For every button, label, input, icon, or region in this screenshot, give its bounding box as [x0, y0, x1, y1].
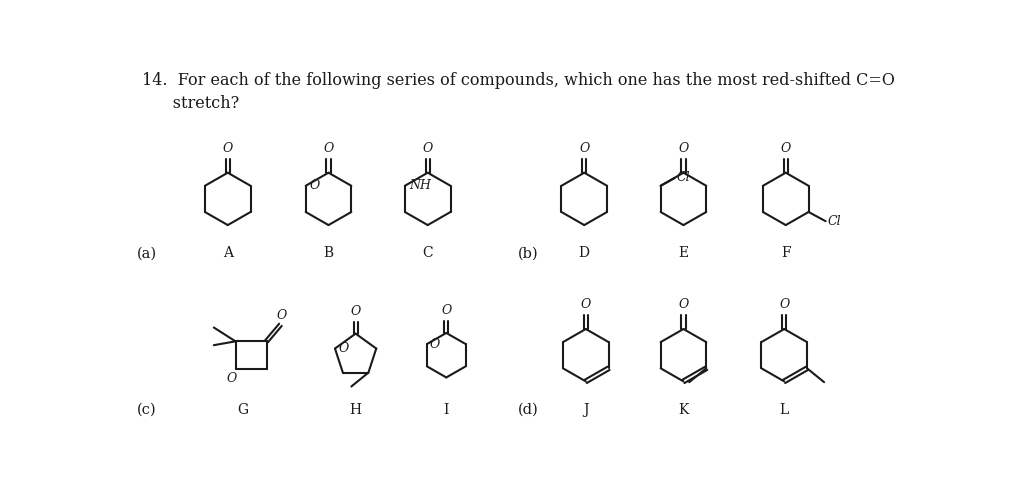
Text: B: B: [323, 247, 333, 260]
Text: O: O: [579, 142, 589, 155]
Text: 14.  For each of the following series of compounds, which one has the most red-s: 14. For each of the following series of …: [142, 72, 895, 89]
Text: O: O: [323, 142, 333, 155]
Text: O: O: [780, 142, 790, 155]
Text: J: J: [583, 403, 588, 417]
Text: (d): (d): [518, 403, 539, 417]
Text: O: O: [276, 309, 287, 322]
Text: O: O: [223, 142, 233, 155]
Text: (b): (b): [518, 247, 539, 260]
Text: O: O: [441, 304, 451, 317]
Text: K: K: [679, 403, 689, 417]
Text: O: O: [581, 298, 591, 311]
Text: stretch?: stretch?: [142, 95, 240, 112]
Text: G: G: [238, 403, 249, 417]
Text: O: O: [779, 298, 789, 311]
Text: F: F: [781, 247, 790, 260]
Text: (a): (a): [137, 247, 157, 260]
Text: O: O: [227, 372, 237, 385]
Text: L: L: [779, 403, 788, 417]
Text: O: O: [430, 338, 440, 351]
Text: Cl: Cl: [827, 215, 841, 229]
Text: (c): (c): [137, 403, 156, 417]
Text: I: I: [444, 403, 449, 417]
Text: O: O: [310, 179, 320, 192]
Text: O: O: [679, 298, 689, 311]
Text: A: A: [223, 247, 233, 260]
Text: Cl: Cl: [676, 171, 690, 184]
Text: O: O: [338, 342, 348, 355]
Text: O: O: [679, 142, 689, 155]
Text: NH: NH: [408, 179, 431, 192]
Text: E: E: [679, 247, 689, 260]
Text: H: H: [350, 403, 362, 417]
Text: D: D: [579, 247, 589, 260]
Text: O: O: [351, 305, 361, 318]
Text: O: O: [423, 142, 433, 155]
Text: C: C: [423, 247, 433, 260]
